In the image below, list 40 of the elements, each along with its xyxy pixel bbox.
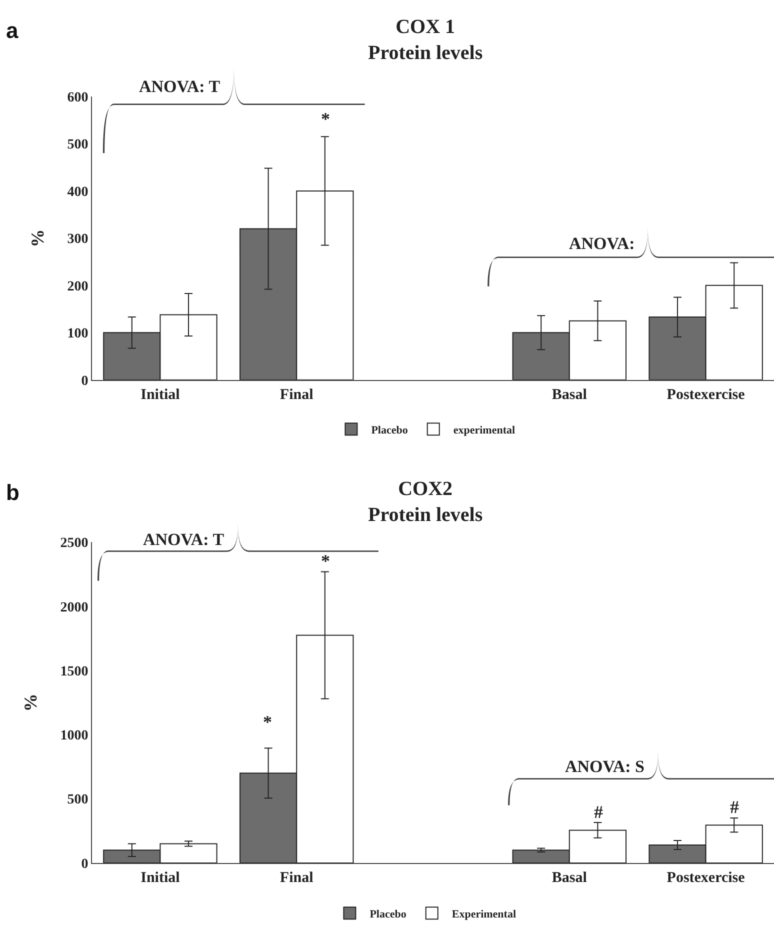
x-tick-label: Initial <box>140 870 180 886</box>
chart-title: COX2 Protein levels <box>368 478 483 526</box>
annotation: ANOVA: <box>569 234 635 253</box>
y-tick-label: 2500 <box>60 536 88 552</box>
text: ANOVA: T <box>139 77 221 96</box>
text: a <box>6 18 19 43</box>
y-tick-label: 600 <box>67 90 88 106</box>
annotation: # <box>594 802 603 822</box>
y-axis-title: % <box>27 229 48 248</box>
annotation: # <box>730 797 739 817</box>
x-tick-label: Postexercise <box>666 870 746 886</box>
annotation: * <box>263 712 272 732</box>
x-tick-label: Final <box>280 386 314 403</box>
x-tick-label: Basal <box>552 870 587 886</box>
y-tick-label: 100 <box>67 326 88 342</box>
chart-title: COX 1 Protein levels <box>368 16 483 64</box>
y-tick-label: 0 <box>81 374 88 389</box>
text: b <box>6 480 20 505</box>
annotation: * <box>321 109 330 129</box>
legend-label: Placebo <box>370 908 407 920</box>
y-tick-label: 1000 <box>60 728 88 744</box>
y-axis-title: % <box>20 694 40 712</box>
y-tick-label: 2000 <box>60 600 88 616</box>
annotation: ANOVA: T <box>143 530 225 549</box>
x-tick-label: Basal <box>552 386 587 403</box>
legend-label: experimental <box>453 424 516 436</box>
y-tick-label: 400 <box>67 184 88 200</box>
y-tick-label: 500 <box>67 138 88 153</box>
y-tick-label: 0 <box>81 856 88 872</box>
y-tick-label: 1500 <box>60 664 88 680</box>
x-tick-label: Postexercise <box>666 386 746 403</box>
y-tick-label: 500 <box>67 792 88 808</box>
y-tick-label: 200 <box>67 279 88 294</box>
legend-label: Placebo <box>371 424 408 436</box>
y-tick-label: 300 <box>67 232 88 248</box>
x-tick-label: Final <box>280 870 314 886</box>
annotation: ANOVA: S <box>565 757 645 776</box>
legend-label: Experimental <box>452 908 516 920</box>
annotation: * <box>321 551 330 571</box>
x-tick-label: Initial <box>140 386 180 403</box>
